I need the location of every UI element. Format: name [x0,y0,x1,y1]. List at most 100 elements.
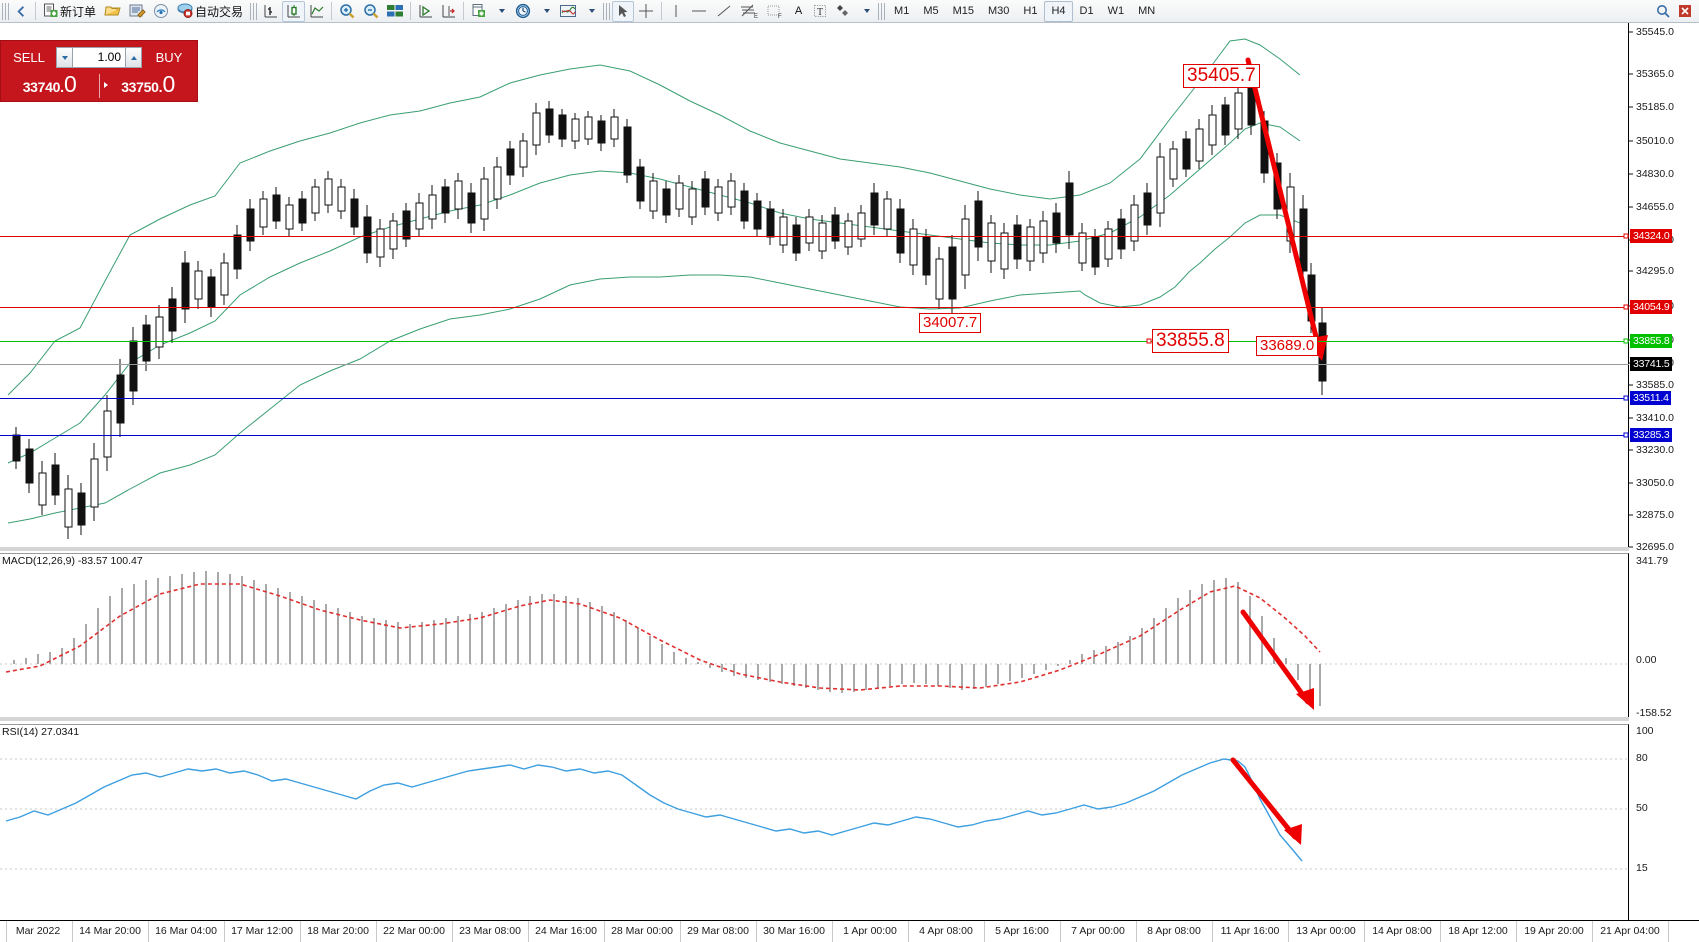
volume-decrease-button[interactable] [56,47,73,68]
macd-tick-top: 341.79 [1636,555,1669,567]
timeframe-d1[interactable]: D1 [1079,5,1094,17]
macd-trend-arrow [1240,609,1314,710]
timeframe-h1[interactable]: H1 [1023,5,1038,17]
text-icon[interactable]: A [788,1,809,22]
signals-icon[interactable] [149,1,173,22]
chart-area[interactable]: 35405.7 34007.7 33855.8 33689.0 MACD(12,… [0,23,1699,942]
template-dropdown-icon[interactable] [490,1,511,22]
zoom-out-icon[interactable] [359,1,383,22]
toolbar-separator [35,2,36,20]
support-line-33855[interactable] [0,341,1629,342]
autotrading-button[interactable]: 自动交易 [173,1,248,22]
price-tick: 34295.0 [1636,265,1674,277]
buy-price[interactable]: 33750. 0 [100,71,198,101]
price-badge-33511[interactable]: 33511.4 [1630,391,1671,405]
macd-pane[interactable]: MACD(12,26,9) -83.57 100.47 [0,553,1629,721]
timeframe-m1[interactable]: M1 [894,5,910,17]
annotation-34007[interactable]: 34007.7 [919,313,982,333]
svg-text:F: F [778,14,782,19]
periods-dropdown-icon[interactable] [535,1,556,22]
pane-divider-rsi[interactable] [0,717,1629,721]
chart-shift-icon[interactable] [437,1,460,22]
bar-chart-icon[interactable] [259,1,282,22]
annotation-high-35405[interactable]: 35405.7 [1183,64,1260,88]
timeframe-mn[interactable]: MN [1138,5,1156,17]
price-badge-33855[interactable]: 33855.8 [1630,334,1672,348]
time-tick: 30 Mar 16:00 [763,925,825,937]
auto-scroll-icon[interactable] [414,1,437,22]
resistance-line-34054[interactable] [0,307,1629,308]
shapes-dropdown-icon[interactable] [855,1,876,22]
annotation-33855[interactable]: 33855.8 [1152,329,1229,353]
toolbar-separator-2 [331,2,333,20]
back-icon[interactable] [11,1,32,22]
annotation-dot-33855[interactable] [1146,338,1152,344]
template-icon[interactable] [467,1,490,22]
sell-button[interactable]: SELL [13,50,45,65]
annotation-33689[interactable]: 33689.0 [1256,336,1319,356]
close-icon[interactable] [1674,1,1696,22]
price-pane[interactable]: 35405.7 34007.7 33855.8 33689.0 [0,23,1629,547]
buy-button[interactable]: BUY [155,50,183,65]
channel-icon[interactable]: F [762,1,788,22]
search-icon[interactable] [1652,1,1674,22]
volume-increase-button[interactable] [125,47,142,68]
toolbar-grip-3[interactable] [603,2,611,20]
line-handle-33511[interactable] [1623,395,1629,401]
clock-icon[interactable] [511,1,535,22]
shapes-icon[interactable] [831,1,855,22]
timeframe-w1[interactable]: W1 [1107,5,1125,17]
indicators-icon[interactable] [556,1,580,22]
metaeditor-icon[interactable] [125,1,149,22]
time-axis[interactable]: Mar 2022 14 Mar 20:00 16 Mar 04:00 17 Ma… [0,920,1699,942]
horizontal-line-icon[interactable] [686,1,712,22]
toolbar-grip[interactable] [2,2,9,20]
price-badge-33285[interactable]: 33285.3 [1630,428,1672,442]
line-handle-33855[interactable] [1623,338,1629,344]
buy-price-integer: 33750 [121,79,159,95]
toolbar-grip-4[interactable] [878,2,886,20]
new-order-button[interactable]: 新订单 [39,1,101,22]
line-handle-33285[interactable] [1623,432,1629,438]
price-badge-last-33741: 33741.5 [1630,357,1672,371]
price-badge-34324[interactable]: 34324.0 [1630,229,1672,243]
autotrading-label: 自动交易 [195,4,244,19]
one-click-trading-panel[interactable]: SELL 1.00 BUY 33740. 0 33750. 0 [0,40,198,102]
text-label-icon[interactable]: T [809,1,831,22]
volume-stepper[interactable]: 1.00 [56,47,142,68]
rsi-line [5,758,1303,862]
resistance-line-34324[interactable] [0,236,1629,237]
timeframe-m5[interactable]: M5 [923,5,939,17]
volume-input[interactable]: 1.00 [73,47,125,68]
line-handle-34054[interactable] [1623,304,1629,310]
fibonacci-icon[interactable]: E [736,1,762,22]
zoom-in-icon[interactable] [335,1,359,22]
timeframe-h4[interactable]: H4 [1044,0,1073,22]
timeframe-m30[interactable]: M30 [988,5,1010,17]
rsi-pane[interactable]: RSI(14) 27.0341 [0,724,1629,920]
price-badge-34054[interactable]: 34054.9 [1630,300,1672,314]
vertical-line-icon[interactable] [665,1,686,22]
indicators-dropdown-icon[interactable] [580,1,601,22]
price-tick: 33050.0 [1636,477,1674,489]
price-scale[interactable]: 35545.0 35365.0 35185.0 35010.0 34830.0 … [1629,23,1699,920]
crosshair-icon[interactable] [634,1,658,22]
sell-price[interactable]: 33740. 0 [1,71,99,101]
timeframe-m15[interactable]: M15 [952,5,974,17]
time-tick: 5 Apr 16:00 [995,925,1049,937]
folder-icon[interactable] [101,1,125,22]
toolbar-grip-2[interactable] [250,2,258,20]
rsi-tick-80: 80 [1636,752,1648,764]
line-handle-34324[interactable] [1623,233,1629,239]
price-tick: 33585.0 [1636,379,1674,391]
line-chart-icon[interactable] [305,1,328,22]
tile-windows-icon[interactable] [383,1,407,22]
pane-divider-macd[interactable] [0,547,1629,551]
buy-price-dot: . [158,79,163,95]
cursor-icon[interactable] [612,0,635,22]
last-price-line-33741 [0,364,1629,365]
trendline-icon[interactable] [712,1,736,22]
target-line-33285[interactable] [0,435,1629,436]
target-line-33511[interactable] [0,398,1629,399]
candlestick-chart-icon[interactable] [282,0,306,22]
